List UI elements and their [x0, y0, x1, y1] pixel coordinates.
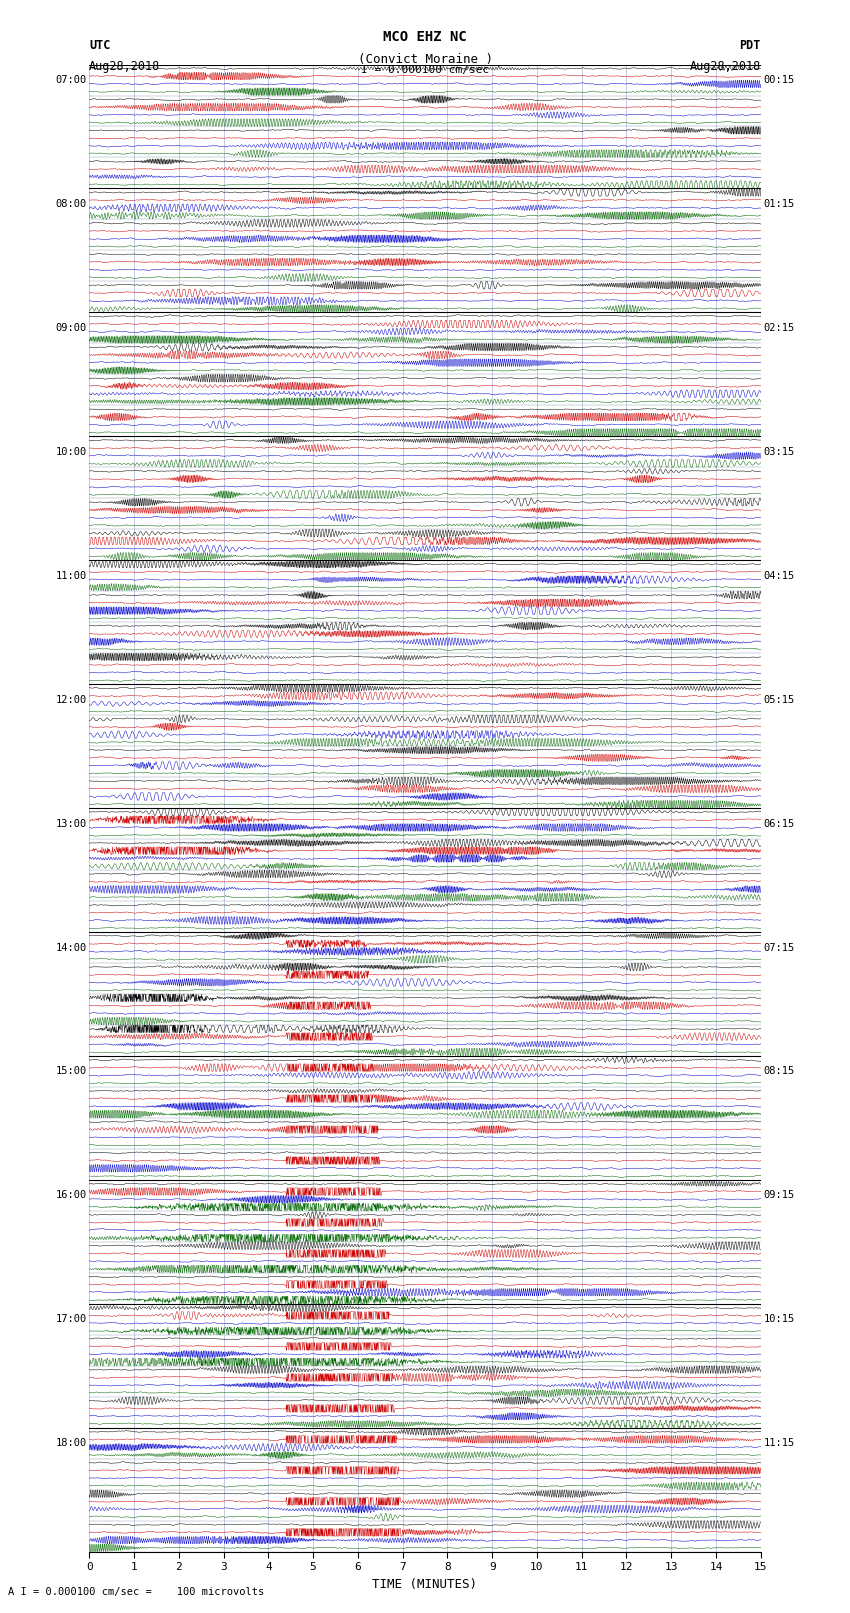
- Text: 18:00: 18:00: [55, 1439, 87, 1448]
- X-axis label: TIME (MINUTES): TIME (MINUTES): [372, 1578, 478, 1590]
- Text: MCO EHZ NC: MCO EHZ NC: [383, 29, 467, 44]
- Text: 07:15: 07:15: [763, 942, 795, 953]
- Text: 05:15: 05:15: [763, 695, 795, 705]
- Text: 12:00: 12:00: [55, 695, 87, 705]
- Text: 13:00: 13:00: [55, 819, 87, 829]
- Text: (Convict Moraine ): (Convict Moraine ): [358, 53, 492, 66]
- Text: 10:00: 10:00: [55, 447, 87, 456]
- Text: PDT: PDT: [740, 39, 761, 52]
- Text: 09:00: 09:00: [55, 323, 87, 332]
- Text: 10:15: 10:15: [763, 1315, 795, 1324]
- Text: 00:15: 00:15: [763, 76, 795, 85]
- Text: 16:00: 16:00: [55, 1190, 87, 1200]
- Text: 08:00: 08:00: [55, 198, 87, 210]
- Text: 11:15: 11:15: [763, 1439, 795, 1448]
- Text: Aug28,2018: Aug28,2018: [689, 60, 761, 73]
- Text: 04:15: 04:15: [763, 571, 795, 581]
- Text: 09:15: 09:15: [763, 1190, 795, 1200]
- Text: 07:00: 07:00: [55, 76, 87, 85]
- Text: I = 0.000100 cm/sec: I = 0.000100 cm/sec: [361, 65, 489, 74]
- Text: 02:15: 02:15: [763, 323, 795, 332]
- Text: 01:15: 01:15: [763, 198, 795, 210]
- Text: 06:15: 06:15: [763, 819, 795, 829]
- Text: 03:15: 03:15: [763, 447, 795, 456]
- Text: 08:15: 08:15: [763, 1066, 795, 1076]
- Text: 17:00: 17:00: [55, 1315, 87, 1324]
- Text: 15:00: 15:00: [55, 1066, 87, 1076]
- Text: Aug28,2018: Aug28,2018: [89, 60, 161, 73]
- Text: A I = 0.000100 cm/sec =    100 microvolts: A I = 0.000100 cm/sec = 100 microvolts: [8, 1587, 264, 1597]
- Text: UTC: UTC: [89, 39, 110, 52]
- Text: 11:00: 11:00: [55, 571, 87, 581]
- Text: 14:00: 14:00: [55, 942, 87, 953]
